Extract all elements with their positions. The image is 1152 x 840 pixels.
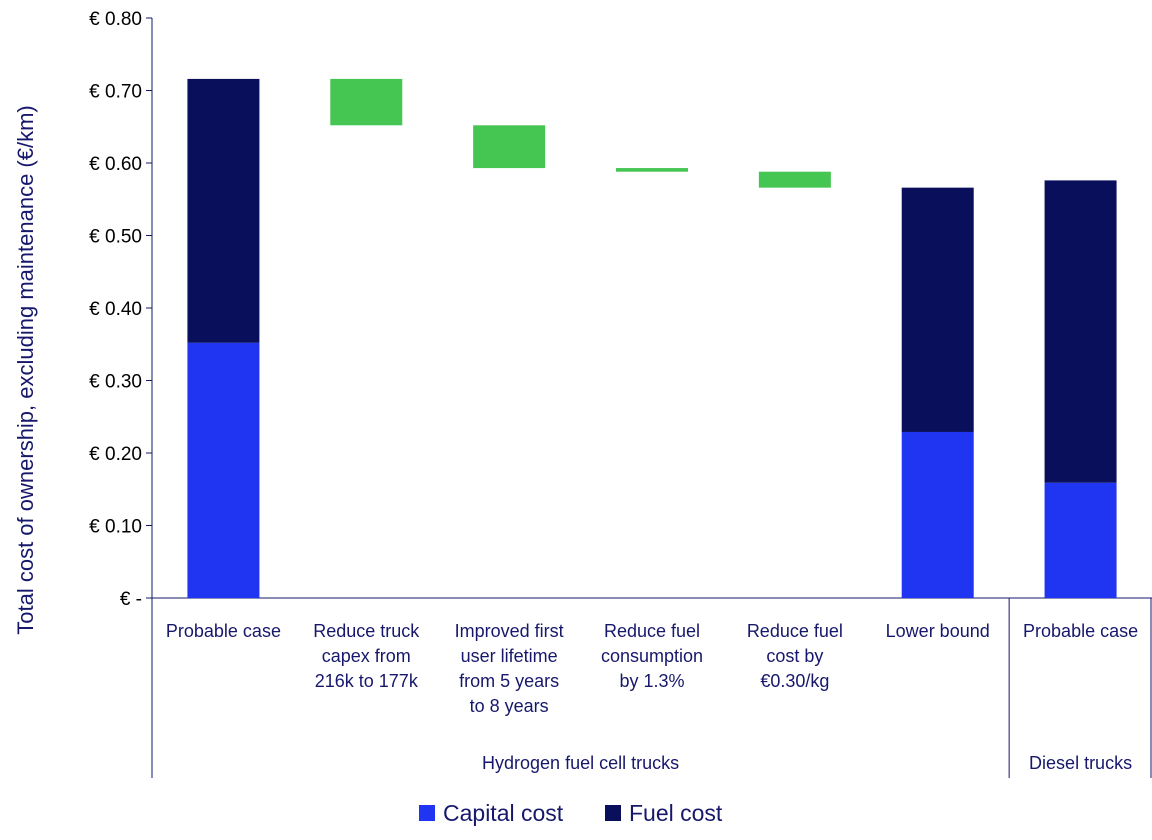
bar-reduction-step	[616, 168, 688, 172]
y-tick-label: € 0.30	[89, 372, 142, 393]
x-group-label: Diesel trucks	[1029, 753, 1132, 773]
legend-swatch	[419, 805, 435, 821]
x-category-label: consumption	[601, 646, 703, 666]
x-category-label: from 5 years	[459, 671, 559, 691]
legend: Capital cost Fuel cost	[419, 800, 723, 826]
labels-layer: € - € 0.10 € 0.20 € 0.30 € 0.40 € 0.50 € 0.60 €…	[13, 9, 1138, 773]
x-category-label: Lower bound	[886, 621, 990, 641]
y-axis-title: Total cost of ownership, excluding maint…	[13, 105, 38, 634]
bar-reduction-step	[758, 171, 831, 188]
bar-fuel-cost	[187, 78, 260, 343]
legend-label: Fuel cost	[629, 800, 723, 826]
x-category-label: Reduce fuel	[747, 621, 843, 641]
bar-fuel-cost	[1044, 180, 1117, 483]
y-tick-label: € 0.70	[89, 82, 142, 103]
x-category-label: Reduce truck	[313, 621, 420, 641]
y-tick-label: € 0.60	[89, 154, 142, 175]
bar-capital-cost	[187, 342, 260, 598]
legend-swatch	[605, 805, 621, 821]
x-category-label: by 1.3%	[619, 671, 684, 691]
x-category-label: Probable case	[1023, 621, 1138, 641]
legend-label: Capital cost	[443, 800, 564, 826]
bar-reduction-step	[473, 125, 546, 169]
x-category-label: user lifetime	[461, 646, 558, 666]
bar-fuel-cost	[901, 187, 974, 432]
y-tick-label: € 0.50	[89, 227, 142, 248]
x-group-label: Hydrogen fuel cell trucks	[482, 753, 679, 773]
y-tick-label: € 0.10	[89, 517, 142, 538]
y-tick-label: € 0.20	[89, 444, 142, 465]
x-category-label: capex from	[322, 646, 411, 666]
x-category-label: 216k to 177k	[315, 671, 419, 691]
y-tick-label: € -	[120, 589, 142, 610]
bar-capital-cost	[901, 431, 974, 598]
x-category-label: to 8 years	[470, 696, 549, 716]
x-category-label: Improved first	[455, 621, 564, 641]
x-category-label: Probable case	[166, 621, 281, 641]
axes-layer	[146, 17, 1152, 778]
x-category-label: €0.30/kg	[760, 671, 829, 691]
y-tick-label: € 0.40	[89, 299, 142, 320]
y-tick-label: € 0.80	[89, 9, 142, 30]
bars-layer	[187, 78, 1117, 598]
x-category-label: Reduce fuel	[604, 621, 700, 641]
x-category-label: cost by	[766, 646, 823, 666]
bar-reduction-step	[330, 78, 403, 126]
bar-capital-cost	[1044, 482, 1117, 598]
